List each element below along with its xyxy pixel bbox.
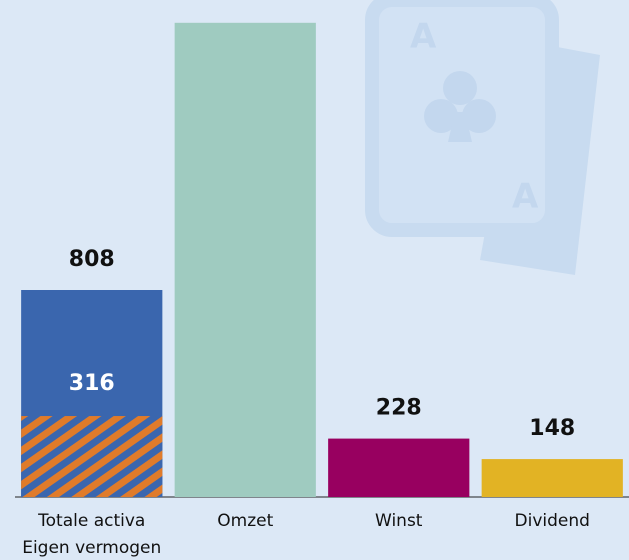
overlay-bar xyxy=(21,416,162,497)
svg-text:A: A xyxy=(512,177,539,217)
value-label: 148 xyxy=(529,416,575,441)
chart: A A 808 Totale activa 316 Eigen vermogen 1.8… xyxy=(0,0,629,560)
overlay-name: Eigen vermogen xyxy=(22,538,161,558)
x-tick-label: Omzet xyxy=(217,511,273,531)
value-label: 228 xyxy=(376,396,422,421)
x-tick-label: Totale activa xyxy=(37,511,145,531)
bar xyxy=(328,439,469,497)
overlay-value-label: 316 xyxy=(69,371,115,396)
value-label: 808 xyxy=(69,247,115,272)
bar xyxy=(482,459,623,497)
value-label: 1.851 xyxy=(210,0,280,5)
svg-text:A: A xyxy=(410,17,437,57)
x-tick-label: Dividend xyxy=(515,511,590,531)
bar xyxy=(175,23,316,497)
x-tick-label: Winst xyxy=(375,511,423,531)
page: A A 808 Totale activa 316 Eigen vermogen 1.8… xyxy=(0,0,629,560)
